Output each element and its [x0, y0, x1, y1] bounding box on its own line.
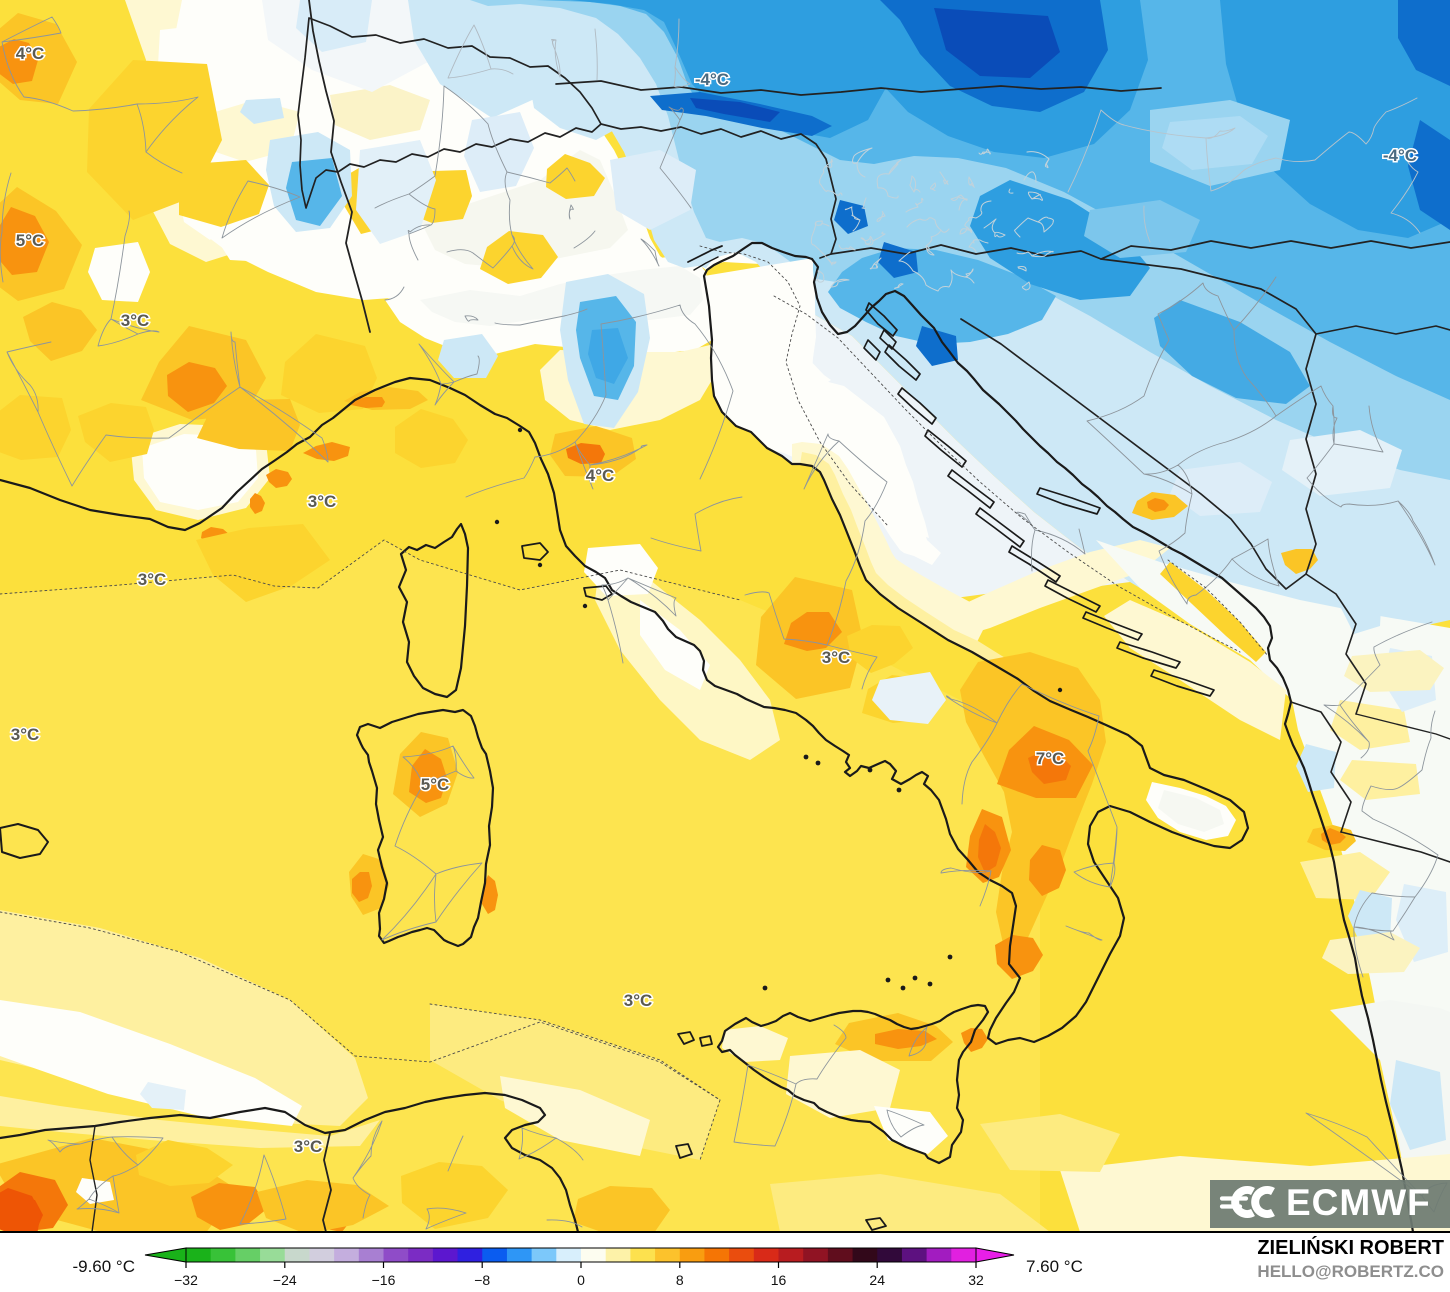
svg-text:3°C: 3°C — [308, 492, 337, 511]
svg-text:16: 16 — [771, 1272, 787, 1287]
svg-text:−24: −24 — [273, 1272, 297, 1287]
svg-text:5°C: 5°C — [421, 775, 450, 794]
svg-text:ECMWF: ECMWF — [1286, 1182, 1431, 1223]
svg-text:−16: −16 — [372, 1272, 396, 1287]
svg-text:−8: −8 — [474, 1272, 490, 1287]
svg-text:3°C: 3°C — [138, 570, 167, 589]
svg-text:-4°C: -4°C — [695, 70, 729, 89]
svg-text:7°C: 7°C — [1036, 749, 1065, 768]
svg-text:−32: −32 — [174, 1272, 198, 1287]
svg-text:3°C: 3°C — [822, 648, 851, 667]
svg-text:-4°C: -4°C — [1383, 146, 1417, 165]
svg-text:4°C: 4°C — [16, 44, 45, 63]
svg-text:7.60 °C: 7.60 °C — [1026, 1257, 1083, 1276]
svg-text:8: 8 — [676, 1272, 684, 1287]
svg-text:3°C: 3°C — [121, 311, 150, 330]
svg-text:3°C: 3°C — [624, 991, 653, 1010]
svg-text:HELLO@ROBERTZ.CO: HELLO@ROBERTZ.CO — [1257, 1262, 1444, 1281]
svg-text:ZIELIŃSKI ROBERT: ZIELIŃSKI ROBERT — [1257, 1236, 1444, 1259]
svg-text:32: 32 — [968, 1272, 984, 1287]
svg-text:-9.60 °C: -9.60 °C — [72, 1257, 135, 1276]
svg-text:4°C: 4°C — [586, 466, 615, 485]
svg-text:0: 0 — [577, 1272, 585, 1287]
svg-text:3°C: 3°C — [11, 725, 40, 744]
svg-text:3°C: 3°C — [294, 1137, 323, 1156]
svg-text:5°C: 5°C — [16, 231, 45, 250]
svg-text:24: 24 — [869, 1272, 885, 1287]
